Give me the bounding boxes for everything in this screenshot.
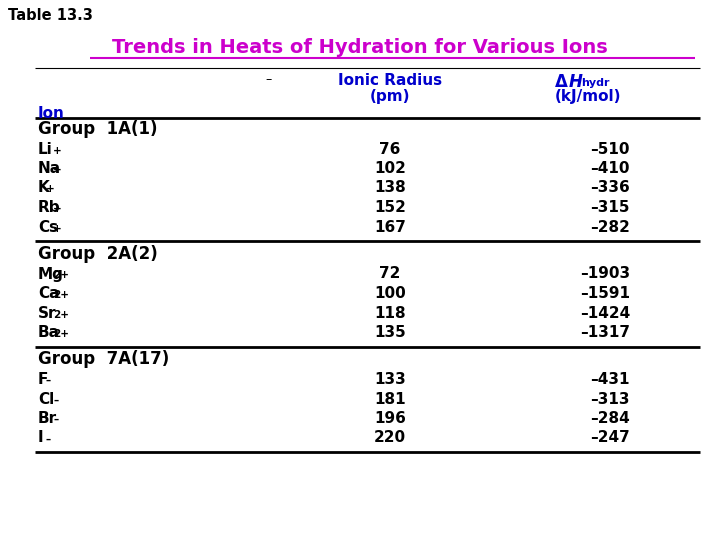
Text: 167: 167 [374,219,406,234]
Text: Δ: Δ [555,73,568,91]
Text: +: + [53,165,62,175]
Text: 133: 133 [374,372,406,387]
Text: Trends in Heats of Hydration for Various Ions: Trends in Heats of Hydration for Various… [112,38,608,57]
Text: Table 13.3: Table 13.3 [8,8,93,23]
Text: Li: Li [38,141,53,157]
Text: –247: –247 [590,430,630,445]
Text: 2+: 2+ [53,309,69,320]
Text: –282: –282 [590,219,630,234]
Text: –: – [45,435,50,444]
Text: 2+: 2+ [53,290,69,300]
Text: –315: –315 [590,200,630,215]
Text: Cl: Cl [38,392,54,407]
Text: +: + [45,185,54,194]
Text: 152: 152 [374,200,406,215]
Text: (pm): (pm) [370,89,410,104]
Text: –1903: –1903 [580,267,630,281]
Text: 76: 76 [379,141,401,157]
Text: Ion: Ion [38,106,65,121]
Text: 220: 220 [374,430,406,445]
Text: Group  7A(17): Group 7A(17) [38,350,169,368]
Text: Cs: Cs [38,219,58,234]
Text: Mg: Mg [38,267,64,281]
Text: I: I [38,430,44,445]
Text: Rb: Rb [38,200,60,215]
Text: –284: –284 [590,411,630,426]
Text: H: H [569,73,583,91]
Text: Group  2A(2): Group 2A(2) [38,245,158,263]
Text: Group  1A(1): Group 1A(1) [38,120,158,138]
Text: Ionic Radius: Ionic Radius [338,73,442,88]
Text: Br: Br [38,411,57,426]
Text: (kJ/mol): (kJ/mol) [555,89,621,104]
Text: –: – [53,415,58,425]
Text: –: – [53,395,58,406]
Text: +: + [53,204,62,214]
Text: 181: 181 [374,392,406,407]
Text: –313: –313 [590,392,630,407]
Text: 102: 102 [374,161,406,176]
Text: Na: Na [38,161,61,176]
Text: –336: –336 [590,180,630,195]
Text: 196: 196 [374,411,406,426]
Text: –: – [45,376,50,386]
Text: 2+: 2+ [53,329,69,339]
Text: +: + [53,224,62,233]
Text: –1317: –1317 [580,325,630,340]
Text: 72: 72 [379,267,401,281]
Text: hydr: hydr [581,78,610,88]
Text: –1591: –1591 [580,286,630,301]
Text: 2+: 2+ [53,271,69,280]
Text: 135: 135 [374,325,406,340]
Text: F: F [38,372,48,387]
Text: Sr: Sr [38,306,56,321]
Text: 100: 100 [374,286,406,301]
Text: K: K [38,180,50,195]
Text: –410: –410 [590,161,630,176]
Text: –: – [265,73,271,86]
Text: 138: 138 [374,180,406,195]
Text: –510: –510 [590,141,630,157]
Text: –431: –431 [590,372,630,387]
Text: Ba: Ba [38,325,60,340]
Text: Ca: Ca [38,286,60,301]
Text: 118: 118 [374,306,406,321]
Text: +: + [53,145,62,156]
Text: –1424: –1424 [580,306,630,321]
